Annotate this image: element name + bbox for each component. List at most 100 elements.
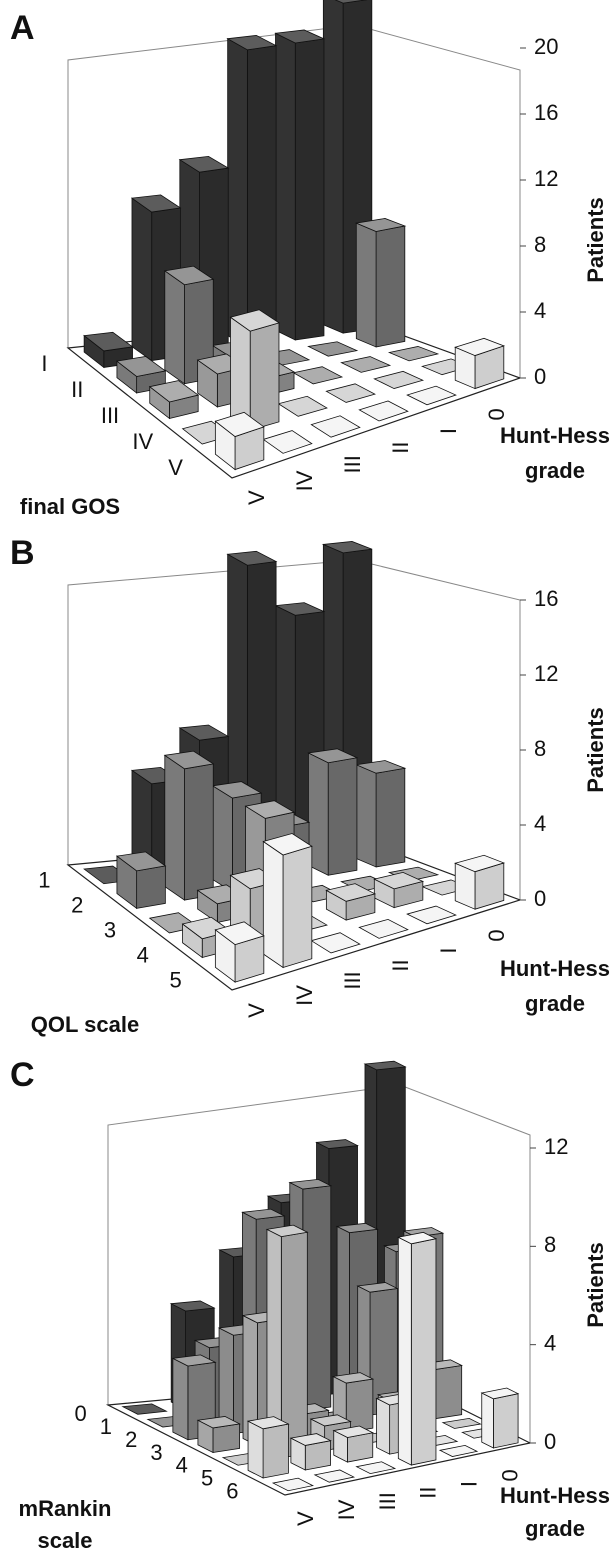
- bar: [325, 883, 376, 921]
- bar: [358, 918, 409, 939]
- x-tick-label: II: [388, 442, 413, 454]
- bar-face: [282, 845, 313, 969]
- bar: [480, 1387, 520, 1449]
- z-axis-label: Patients: [583, 197, 608, 283]
- bar-top: [292, 366, 344, 385]
- bar-top: [178, 724, 230, 741]
- bar-face: [434, 1365, 463, 1420]
- bar-top: [325, 883, 376, 902]
- bar-top: [288, 1178, 333, 1190]
- bar-top: [397, 1231, 438, 1245]
- depth-tick-label: I: [41, 351, 47, 376]
- bar-top: [334, 0, 368, 4]
- bar-face: [275, 32, 296, 341]
- bar-top: [211, 781, 263, 799]
- bar-top: [310, 415, 361, 438]
- bar: [325, 383, 376, 403]
- bar-top: [363, 1060, 407, 1071]
- bar-face: [172, 1357, 189, 1441]
- bar-face: [322, 0, 344, 334]
- z-axis-label: Patients: [583, 707, 608, 793]
- bar-face: [493, 1393, 519, 1449]
- x-tick-label: I: [436, 947, 461, 953]
- z-tick-label: 12: [544, 1134, 568, 1159]
- x-tick-label: II: [416, 1487, 441, 1499]
- bar: [358, 400, 409, 422]
- x-axis-label: grade: [525, 458, 585, 483]
- bar-top: [354, 218, 407, 232]
- bar-top: [262, 833, 313, 856]
- x-tick-label: IV: [292, 985, 317, 1006]
- bar-top: [354, 760, 407, 774]
- x-tick-label: 0: [484, 929, 509, 941]
- depth-tick-label: 2: [71, 892, 83, 917]
- depth-tick-label: 1: [38, 867, 50, 892]
- bar: [354, 218, 407, 348]
- panel-letter: A: [10, 9, 35, 47]
- depth-tick-label: 6: [226, 1478, 238, 1503]
- bar-top: [171, 1354, 217, 1367]
- bar-top: [313, 1469, 356, 1483]
- x-tick-label: V: [244, 1003, 269, 1018]
- bar-top: [274, 602, 326, 616]
- bar-top: [241, 1208, 286, 1220]
- bar-top: [229, 309, 280, 332]
- bar-face: [375, 767, 406, 868]
- z-tick-label: 8: [534, 736, 546, 761]
- bar: [406, 905, 457, 925]
- depth-tick-label: 4: [176, 1453, 188, 1478]
- depth-tick-label: 5: [169, 967, 181, 992]
- x-tick-label: IV: [334, 1499, 359, 1520]
- x-tick-label: III: [340, 971, 365, 989]
- z-tick-label: 20: [534, 34, 558, 59]
- bar: [214, 921, 265, 983]
- bar-face: [136, 865, 166, 909]
- x-axis-label: Hunt-Hess: [500, 423, 610, 448]
- bar-top: [373, 871, 425, 890]
- bar-top: [340, 356, 392, 373]
- depth-axis-label: QOL scale: [31, 1012, 139, 1037]
- bar-top: [358, 918, 409, 939]
- bar-top: [358, 400, 409, 422]
- z-tick-label: 0: [544, 1429, 556, 1454]
- bar-top: [214, 921, 265, 946]
- bar-face: [184, 763, 214, 901]
- bar-face: [262, 840, 284, 969]
- bar-top: [321, 541, 372, 554]
- depth-axis-label: mRankin: [19, 1496, 112, 1521]
- bar: [313, 1469, 356, 1483]
- bar: [262, 833, 313, 969]
- bar: [307, 341, 359, 357]
- bar: [163, 750, 215, 901]
- z-tick-label: 12: [534, 661, 558, 686]
- bar: [332, 1425, 374, 1463]
- depth-tick-label: 2: [125, 1427, 137, 1452]
- bar: [406, 385, 457, 406]
- bar-face: [247, 1420, 264, 1479]
- bar: [354, 760, 407, 868]
- bar: [271, 1477, 314, 1492]
- bar-top: [262, 430, 313, 454]
- bar-top: [307, 341, 359, 357]
- bar: [310, 415, 361, 438]
- bar-face: [212, 1423, 241, 1453]
- bar-top: [406, 905, 457, 925]
- z-tick-label: 4: [544, 1330, 556, 1355]
- x-tick-label: V: [293, 1511, 318, 1526]
- bar: [148, 380, 200, 420]
- bar: [355, 1461, 397, 1475]
- depth-tick-label: 1: [100, 1414, 112, 1439]
- bar-top: [214, 411, 265, 438]
- bar-top: [244, 800, 296, 819]
- bar: [274, 29, 326, 341]
- bar-top: [289, 1433, 332, 1446]
- bar: [307, 748, 359, 876]
- bar-face: [375, 225, 406, 348]
- bar-top: [130, 194, 182, 213]
- bar-top: [335, 1222, 379, 1234]
- bar: [292, 366, 344, 385]
- depth-tick-label: 5: [201, 1466, 213, 1491]
- bar: [246, 1416, 290, 1479]
- x-tick-label: III: [375, 1492, 400, 1510]
